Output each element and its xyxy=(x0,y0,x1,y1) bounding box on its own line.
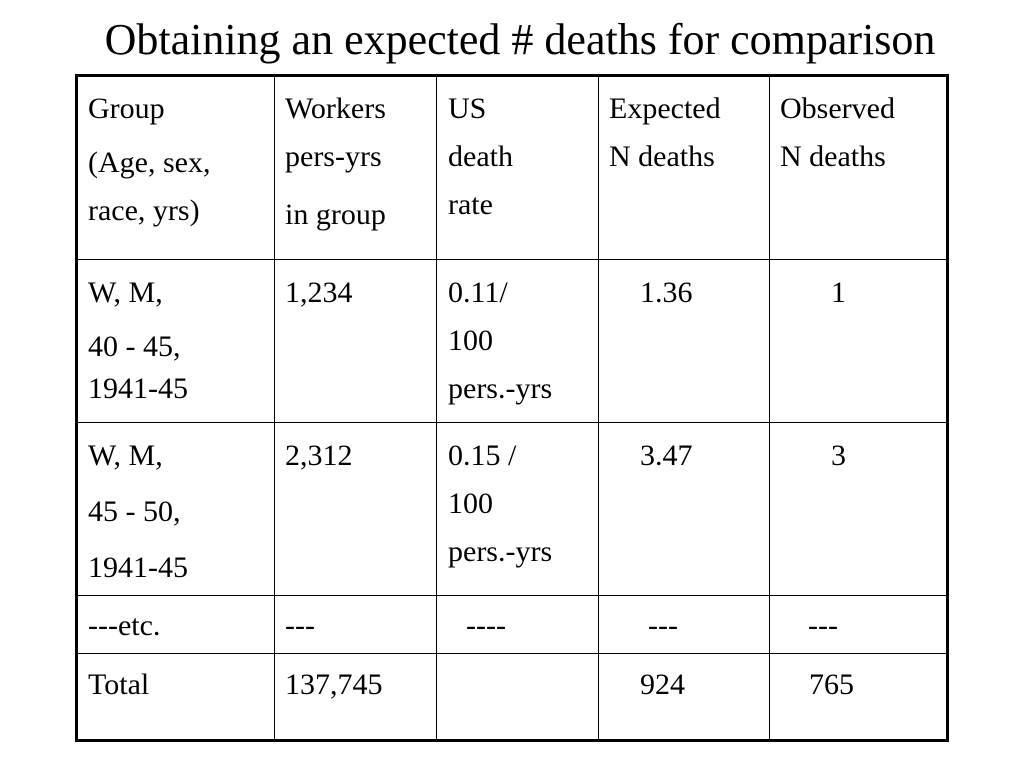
total-observed: 765 xyxy=(809,668,854,701)
row2-workers: 2,312 xyxy=(285,439,353,472)
header-us-rate-line: rate xyxy=(448,188,493,221)
header-workers-line: Workers xyxy=(285,92,386,125)
header-observed: Observed N deaths xyxy=(780,85,895,181)
row-divider xyxy=(78,259,946,260)
column-divider xyxy=(769,77,770,739)
row2-group-line: 1941-45 xyxy=(88,551,188,584)
total-workers: 137,745 xyxy=(285,668,383,701)
row2-group: W, M, 45 - 50, 1941-45 xyxy=(88,432,188,592)
total-label: Total xyxy=(88,668,150,701)
row2-group-line: W, M, xyxy=(88,439,163,472)
header-workers-line: pers-yrs xyxy=(285,140,382,173)
header-us-rate: US death rate xyxy=(448,85,513,229)
header-expected: Expected N deaths xyxy=(609,85,721,181)
row1-group-line: 1941-45 xyxy=(88,372,188,405)
column-divider xyxy=(598,77,599,739)
row2-group-line: 45 - 50, xyxy=(88,495,181,528)
header-expected-line: Expected xyxy=(609,92,721,125)
comparison-table: Group (Age, sex, race, yrs) Workers pers… xyxy=(75,74,949,742)
row1-group: W, M, 40 - 45, 1941-45 xyxy=(88,269,188,413)
column-divider xyxy=(436,77,437,739)
row2-us-rate: 0.15 / 100 pers.-yrs xyxy=(448,432,552,576)
total-expected: 924 xyxy=(640,668,685,701)
row3-us-rate: ---- xyxy=(466,609,506,642)
row2-us-rate-line: pers.-yrs xyxy=(448,535,553,568)
row1-observed: 1 xyxy=(831,276,846,309)
header-observed-line: Observed xyxy=(780,92,895,125)
row1-us-rate-line: pers.-yrs xyxy=(448,372,553,405)
header-workers-line: in group xyxy=(285,198,386,231)
header-group-line: (Age, sex, xyxy=(88,146,211,179)
row-divider xyxy=(78,422,946,423)
slide-title: Obtaining an expected # deaths for compa… xyxy=(104,15,936,64)
header-us-rate-line: US xyxy=(448,92,487,125)
header-group-line: race, yrs) xyxy=(88,194,200,227)
row2-observed: 3 xyxy=(831,439,846,472)
row3-expected: --- xyxy=(648,609,678,642)
row-divider xyxy=(78,653,946,654)
row2-expected: 3.47 xyxy=(640,439,693,472)
header-observed-line: N deaths xyxy=(780,140,886,173)
row-divider xyxy=(78,595,946,596)
column-divider xyxy=(274,77,275,739)
row3-observed: --- xyxy=(808,609,838,642)
row1-group-line: 40 - 45, xyxy=(88,330,181,363)
row1-us-rate-line: 100 xyxy=(448,324,493,357)
row3-workers: --- xyxy=(285,609,315,642)
header-workers: Workers pers-yrs in group xyxy=(285,85,386,239)
row2-us-rate-line: 0.15 / xyxy=(448,439,517,472)
header-group-line: Group xyxy=(88,92,165,125)
header-expected-line: N deaths xyxy=(609,140,715,173)
row3-group: ---etc. xyxy=(88,609,161,642)
row1-us-rate-line: 0.11/ xyxy=(448,276,508,309)
header-group: Group (Age, sex, race, yrs) xyxy=(88,85,210,235)
row1-expected: 1.36 xyxy=(640,276,693,309)
row1-us-rate: 0.11/ 100 pers.-yrs xyxy=(448,269,552,413)
row1-workers: 1,234 xyxy=(285,276,353,309)
header-us-rate-line: death xyxy=(448,140,513,173)
row1-group-line: W, M, xyxy=(88,276,163,309)
row2-us-rate-line: 100 xyxy=(448,487,493,520)
